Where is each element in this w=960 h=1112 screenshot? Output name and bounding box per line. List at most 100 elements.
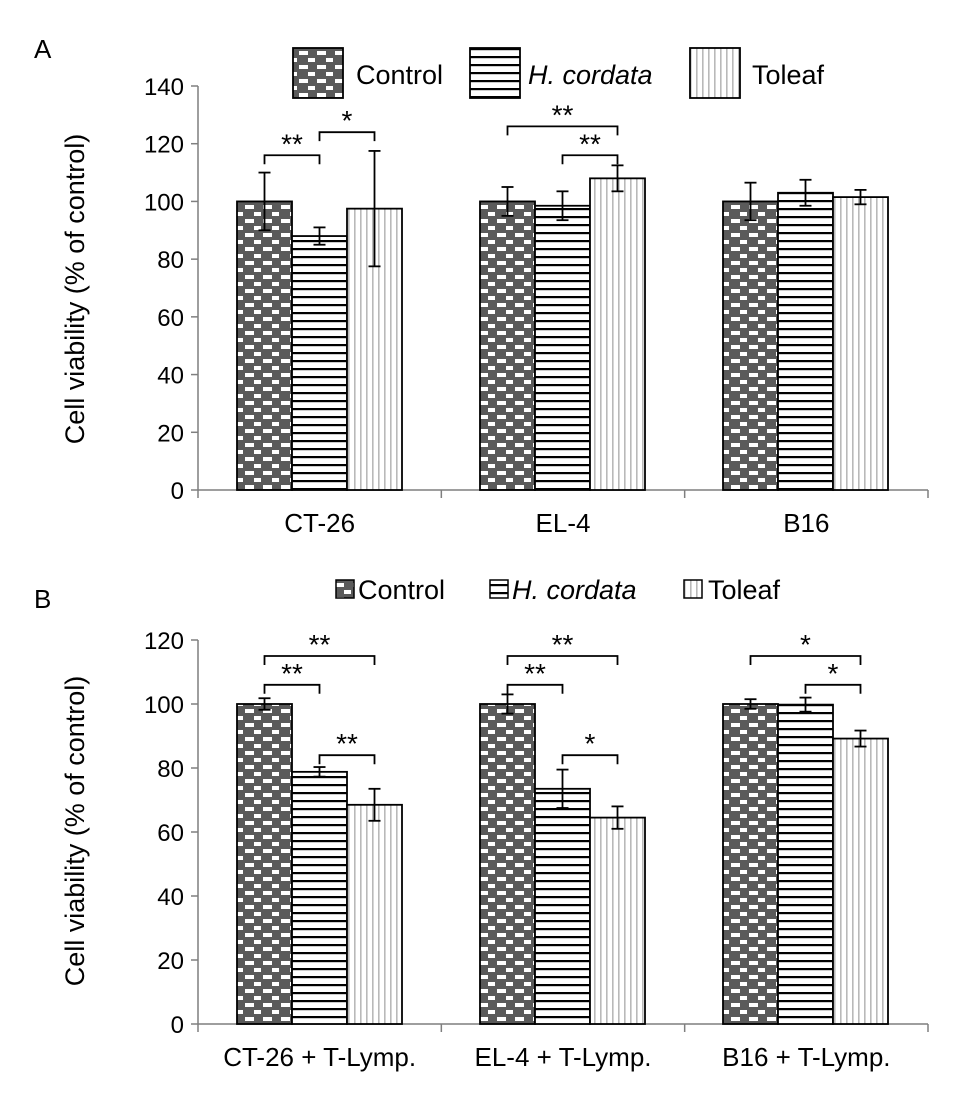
legend-control-swatch [292, 47, 344, 99]
panel-b-error-bar [799, 696, 812, 713]
panel-b-significance-label: ** [336, 728, 358, 759]
panel-b-significance-label: ** [309, 629, 331, 660]
panel-a-significance-bracket: ** [263, 128, 321, 165]
legend-b-toleaf: Toleaf [683, 575, 781, 605]
panel-b-bar [236, 703, 293, 1025]
panel-b-significance-label: ** [524, 658, 546, 689]
panel-a-bar [777, 191, 834, 491]
panel-b-significance-bracket: ** [506, 629, 619, 665]
panel-b-error-bar [501, 693, 514, 715]
panel-b-y-tick-label: 40 [157, 884, 184, 911]
panel-b-category-label: CT-26 + T-Lymp. [223, 1042, 416, 1072]
panel-b-bar [534, 787, 591, 1025]
panel-b-category-label: B16 + T-Lymp. [722, 1042, 890, 1072]
panel-a-y-tick-label: 0 [171, 478, 184, 505]
panel-b-bar [346, 803, 403, 1025]
panel-b-error-bar [611, 805, 624, 830]
panel-b-significance-bracket: ** [263, 658, 321, 694]
panel-b-error-bar [258, 697, 271, 711]
legend-b-control-swatch [335, 579, 355, 599]
panel-a-legend: Control H. cordata Toleaf [292, 47, 825, 99]
panel-a-y-axis-title: Cell viability (% of control) [60, 134, 90, 445]
panel-b-error-bar [313, 766, 326, 778]
legend-b-hcordata: H. cordata [489, 575, 637, 605]
panel-b-bar [589, 816, 646, 1025]
panel-a-error-bar [258, 171, 271, 232]
panel-a-significance-label: ** [552, 99, 574, 130]
legend-hcordata-label: H. cordata [528, 60, 653, 90]
panel-a-significance-bracket: ** [506, 99, 619, 136]
panel-b-error-bar [556, 768, 569, 809]
panel-b-significance-bracket: * [561, 728, 619, 765]
legend-hcordata: H. cordata [469, 47, 653, 99]
panel-b-significance-bracket: ** [263, 629, 376, 665]
legend-b-hcordata-swatch [489, 579, 509, 599]
panel-b-y-axis-title: Cell viability (% of control) [60, 676, 90, 987]
legend-control-label: Control [356, 60, 443, 90]
panel-a-significance-bracket: ** [561, 128, 619, 165]
panel-b-y-tick-label: 100 [144, 692, 184, 719]
panel-a-y-tick-label: 100 [144, 189, 184, 216]
panel-b-bar [777, 703, 834, 1025]
legend-b-control: Control [335, 575, 445, 605]
panel-a-bar [832, 196, 889, 491]
panel-b-significance-bracket: ** [318, 728, 376, 765]
panel-b-plot: 0 20 40 60 80 100 120 CT-26 + T-Lymp. EL-4 + T-L… [144, 628, 929, 1072]
panel-b-category-label: EL-4 + T-Lymp. [474, 1042, 651, 1072]
panel-a-error-bar [611, 164, 624, 193]
panel-b-significance-bracket: * [749, 629, 862, 665]
legend-b-hcordata-label: H. cordata [512, 575, 637, 605]
panel-b-y-tick-label: 0 [171, 1012, 184, 1039]
panel-a-category-label: CT-26 [284, 508, 355, 538]
panel-a-y-tick-label: 80 [157, 247, 184, 274]
panel-a-bar [291, 235, 348, 491]
panel-a-error-bar [799, 178, 812, 207]
panel-a-y-tick-label: 140 [144, 74, 184, 101]
panel-b-bar [291, 770, 348, 1025]
panel-b-legend: Control H. cordata Toleaf [335, 575, 781, 605]
panel-a-error-bar [744, 181, 757, 222]
panel-a-y-tick-label: 20 [157, 420, 184, 447]
legend-hcordata-swatch [469, 47, 521, 99]
panel-a-label: A [34, 34, 52, 64]
panel-a-error-bar [854, 188, 867, 206]
legend-toleaf-swatch [689, 47, 741, 99]
panel-b-error-bar [368, 787, 381, 822]
panel-a-significance-label: * [342, 105, 353, 136]
panel-a-bar [534, 204, 591, 491]
panel-a-error-bar [313, 226, 326, 246]
legend-control: Control [292, 47, 443, 99]
panel-a-y-tick-label: 60 [157, 305, 184, 332]
panel-b-error-bar [854, 729, 867, 748]
panel-a-bar [479, 200, 536, 491]
panel-a-error-bar [501, 186, 514, 217]
legend-toleaf-label: Toleaf [752, 60, 825, 90]
legend-toleaf: Toleaf [689, 47, 825, 99]
panel-a-bar [589, 177, 646, 491]
panel-a-y-tick-label: 40 [157, 363, 184, 390]
legend-b-toleaf-swatch [683, 579, 703, 599]
panel-b-error-bar [744, 698, 757, 710]
panel-a-significance-bracket: * [318, 105, 376, 142]
panel-a-significance-label: ** [579, 128, 601, 159]
panel-b-significance-label: ** [281, 658, 303, 689]
legend-b-control-label: Control [358, 575, 445, 605]
panel-b-significance-label: * [828, 658, 839, 689]
panel-b-y-tick-label: 80 [157, 756, 184, 783]
panel-b-label: B [34, 584, 51, 614]
panel-b-bar [722, 703, 779, 1025]
panel-b-significance-label: * [800, 629, 811, 660]
panel-a-bar [236, 200, 293, 491]
panel-a-error-bar [556, 190, 569, 222]
panel-a-category-label: EL-4 [536, 508, 591, 538]
panel-a-category-label: B16 [783, 508, 829, 538]
panel-b-y-tick-label: 20 [157, 948, 184, 975]
panel-a-error-bar [368, 150, 381, 268]
panel-b-significance-label: * [585, 728, 596, 759]
panel-b-bar [479, 703, 536, 1025]
panel-a-bar [722, 200, 779, 491]
legend-b-toleaf-label: Toleaf [708, 575, 781, 605]
panel-a-y-tick-label: 120 [144, 132, 184, 159]
panel-b-bar [832, 737, 889, 1025]
